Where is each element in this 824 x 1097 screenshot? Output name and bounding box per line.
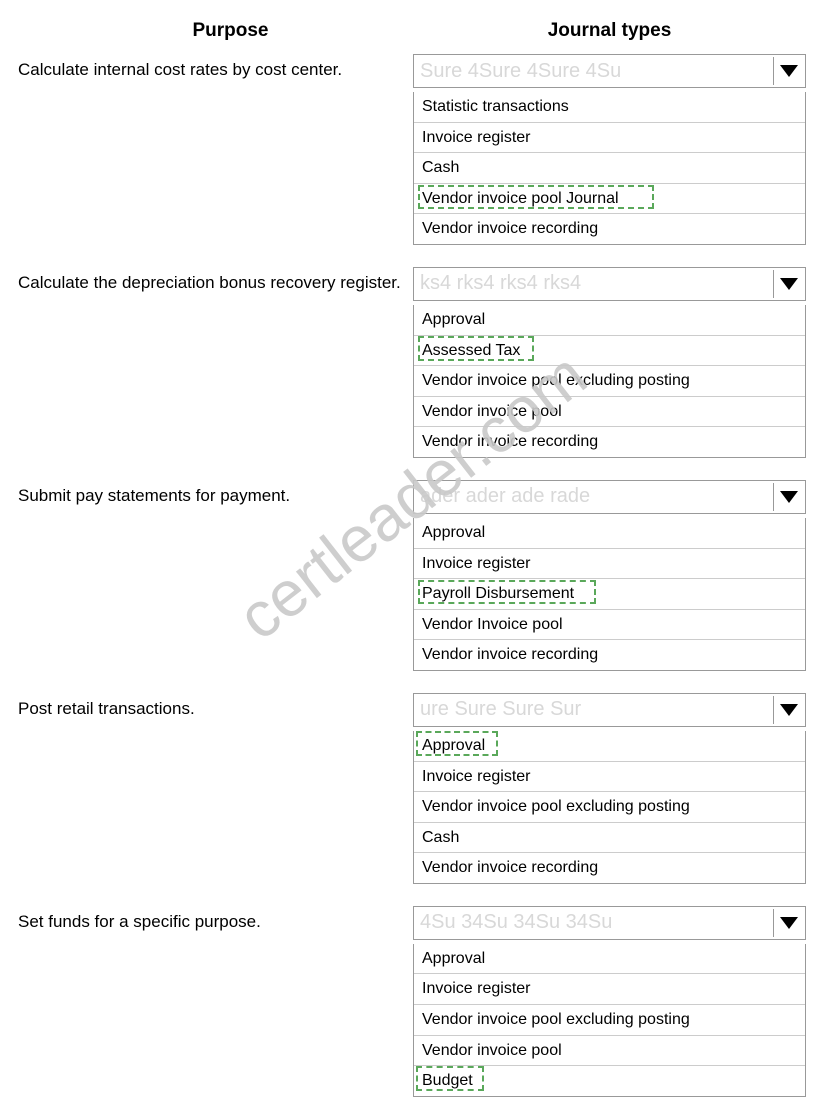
option-item[interactable]: Vendor invoice pool excluding posting	[414, 1005, 805, 1036]
option-item[interactable]: Invoice register	[414, 762, 805, 793]
journal-types-col: ks4 rks4 rks4 rks4ApprovalAssessed TaxVe…	[413, 267, 806, 458]
dropdown-arrow-button[interactable]	[773, 696, 803, 724]
options-list: ApprovalInvoice registerVendor invoice p…	[413, 731, 806, 884]
option-item[interactable]: Vendor invoice pool	[414, 397, 805, 428]
answer-highlight	[416, 1066, 484, 1091]
purpose-text: Set funds for a specific purpose.	[18, 906, 413, 1097]
question-row: Post retail transactions. ure Sure Sure …	[18, 693, 806, 884]
rows-container: Calculate internal cost rates by cost ce…	[18, 54, 806, 1097]
purpose-text: Calculate internal cost rates by cost ce…	[18, 54, 413, 245]
option-item[interactable]: Budget	[414, 1066, 805, 1096]
answer-highlight	[418, 185, 654, 209]
option-item[interactable]: Vendor Invoice pool	[414, 610, 805, 641]
dropdown-arrow-button[interactable]	[773, 57, 803, 85]
header-row: Purpose Journal types	[18, 20, 806, 42]
dropdown-select[interactable]: Sure 4Sure 4Sure 4Su	[413, 54, 806, 88]
option-item[interactable]: Vendor invoice recording	[414, 640, 805, 670]
header-purpose: Purpose	[18, 20, 413, 42]
option-item[interactable]: Approval	[414, 944, 805, 975]
options-list: ApprovalAssessed TaxVendor invoice pool …	[413, 305, 806, 458]
purpose-text: Calculate the depreciation bonus recover…	[18, 267, 413, 458]
journal-types-col: Sure 4Sure 4Sure 4Su Statistic transactio…	[413, 54, 806, 245]
option-item[interactable]: Vendor invoice pool excluding posting	[414, 366, 805, 397]
dropdown-select[interactable]: ader ader ade rade	[413, 480, 806, 514]
dropdown-arrow-button[interactable]	[773, 909, 803, 937]
chevron-down-icon	[780, 491, 798, 503]
watermark-band: ks4 rks4 rks4 rks4	[414, 268, 805, 300]
chevron-down-icon	[780, 278, 798, 290]
option-item[interactable]: Invoice register	[414, 123, 805, 154]
options-list: ApprovalInvoice registerPayroll Disburse…	[413, 518, 806, 671]
dropdown-arrow-button[interactable]	[773, 270, 803, 298]
option-item[interactable]: Payroll Disbursement	[414, 579, 805, 610]
question-row: Submit pay statements for payment. ader …	[18, 480, 806, 671]
option-item[interactable]: Approval	[414, 518, 805, 549]
watermark-band: Sure 4Sure 4Sure 4Su	[414, 55, 805, 87]
option-item[interactable]: Invoice register	[414, 974, 805, 1005]
question-row: Set funds for a specific purpose.4Su 34S…	[18, 906, 806, 1097]
journal-types-col: ader ader ade rade ApprovalInvoice regist…	[413, 480, 806, 671]
journal-types-col: 4Su 34Su 34Su 34Su ApprovalInvoice regist…	[413, 906, 806, 1097]
answer-highlight	[418, 336, 534, 361]
option-item[interactable]: Vendor invoice recording	[414, 427, 805, 457]
option-item[interactable]: Cash	[414, 823, 805, 854]
journal-types-col: ure Sure Sure Sur ApprovalInvoice registe…	[413, 693, 806, 884]
watermark-band: ure Sure Sure Sur	[414, 694, 805, 726]
answer-highlight	[416, 731, 498, 756]
chevron-down-icon	[780, 917, 798, 929]
chevron-down-icon	[780, 704, 798, 716]
purpose-text: Post retail transactions.	[18, 693, 413, 884]
options-list: ApprovalInvoice registerVendor invoice p…	[413, 944, 806, 1097]
option-item[interactable]: Approval	[414, 305, 805, 336]
chevron-down-icon	[780, 65, 798, 77]
dropdown-select[interactable]: ure Sure Sure Sur	[413, 693, 806, 727]
option-item[interactable]: Invoice register	[414, 549, 805, 580]
dropdown-select[interactable]: 4Su 34Su 34Su 34Su	[413, 906, 806, 940]
dropdown-select[interactable]: ks4 rks4 rks4 rks4	[413, 267, 806, 301]
option-item[interactable]: Vendor invoice recording	[414, 214, 805, 244]
option-item[interactable]: Vendor invoice pool Journal	[414, 184, 805, 215]
question-row: Calculate internal cost rates by cost ce…	[18, 54, 806, 245]
option-item[interactable]: Statistic transactions	[414, 92, 805, 123]
option-item[interactable]: Vendor invoice recording	[414, 853, 805, 883]
dropdown-arrow-button[interactable]	[773, 483, 803, 511]
option-item[interactable]: Vendor invoice pool excluding posting	[414, 792, 805, 823]
watermark-band: ader ader ade rade	[414, 481, 805, 513]
option-item[interactable]: Vendor invoice pool	[414, 1036, 805, 1067]
option-item[interactable]: Assessed Tax	[414, 336, 805, 367]
header-journal-types: Journal types	[413, 20, 806, 42]
option-item[interactable]: Cash	[414, 153, 805, 184]
question-row: Calculate the depreciation bonus recover…	[18, 267, 806, 458]
options-list: Statistic transactionsInvoice registerCa…	[413, 92, 806, 245]
purpose-text: Submit pay statements for payment.	[18, 480, 413, 671]
option-item[interactable]: Approval	[414, 731, 805, 762]
answer-highlight	[418, 580, 596, 604]
watermark-band: 4Su 34Su 34Su 34Su	[414, 907, 805, 939]
